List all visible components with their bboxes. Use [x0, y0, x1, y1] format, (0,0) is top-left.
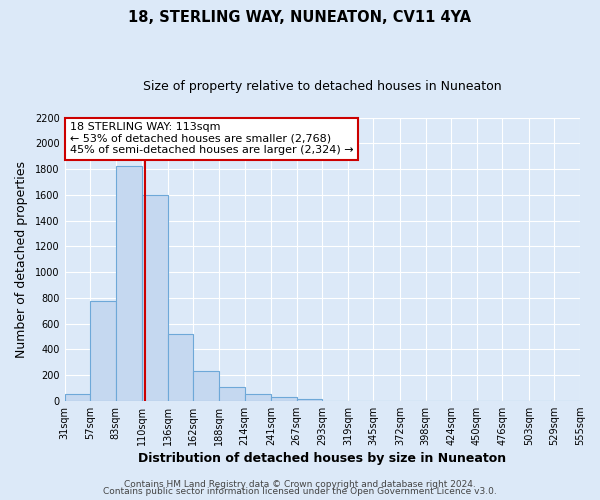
- Bar: [142, 195, 168, 400]
- Bar: [193, 371, 219, 400]
- Y-axis label: Number of detached properties: Number of detached properties: [15, 160, 28, 358]
- Bar: [65, 394, 90, 400]
- Bar: [245, 394, 271, 400]
- Text: 18 STERLING WAY: 113sqm
← 53% of detached houses are smaller (2,768)
45% of semi: 18 STERLING WAY: 113sqm ← 53% of detache…: [70, 122, 353, 155]
- Bar: [297, 399, 322, 400]
- Text: 18, STERLING WAY, NUNEATON, CV11 4YA: 18, STERLING WAY, NUNEATON, CV11 4YA: [128, 10, 472, 25]
- Title: Size of property relative to detached houses in Nuneaton: Size of property relative to detached ho…: [143, 80, 502, 93]
- Bar: [116, 166, 142, 400]
- Text: Contains HM Land Registry data © Crown copyright and database right 2024.: Contains HM Land Registry data © Crown c…: [124, 480, 476, 489]
- X-axis label: Distribution of detached houses by size in Nuneaton: Distribution of detached houses by size …: [138, 452, 506, 465]
- Bar: [219, 387, 245, 400]
- Bar: [168, 334, 193, 400]
- Text: Contains public sector information licensed under the Open Government Licence v3: Contains public sector information licen…: [103, 488, 497, 496]
- Bar: [90, 301, 116, 400]
- Bar: [271, 397, 297, 400]
